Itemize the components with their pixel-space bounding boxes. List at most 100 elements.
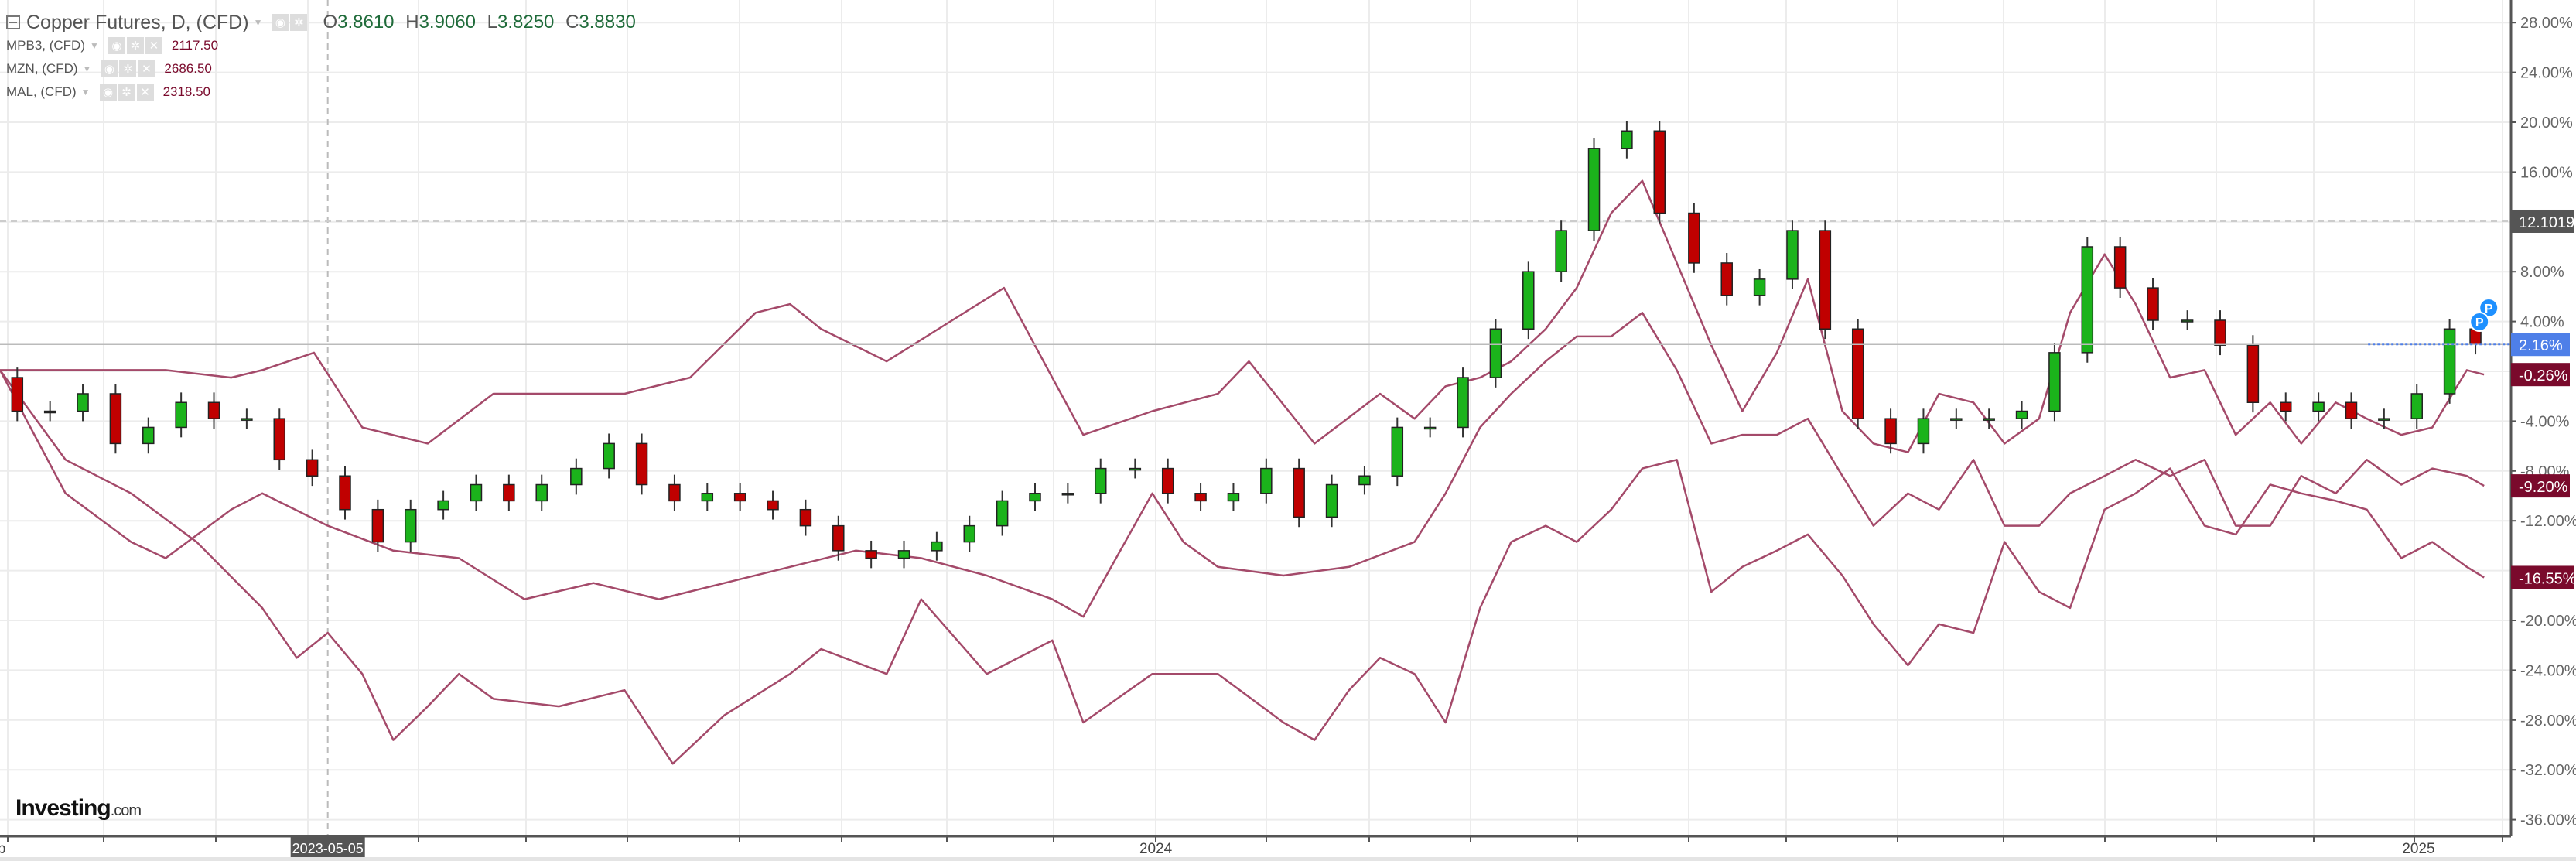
candle-body [1653, 130, 1666, 214]
candle-body [1161, 467, 1174, 494]
candle-body [1423, 426, 1437, 430]
candle-body [1489, 328, 1502, 378]
copper-candles [11, 121, 2482, 569]
close-value: 3.8830 [579, 12, 636, 32]
event-marker-label: P [2485, 302, 2493, 316]
overlay-value: 2117.50 [171, 38, 219, 53]
last-value-mzn-label: -16.55% [2519, 570, 2576, 587]
candle-body [2214, 319, 2226, 346]
candle-body [799, 508, 812, 527]
x-tick-label: 2025 [2402, 841, 2434, 857]
candle-body [1688, 212, 1700, 264]
candle-body [503, 483, 515, 502]
candle-body [668, 483, 681, 502]
candle-body [1061, 493, 1074, 496]
close-icon[interactable]: ✕ [138, 60, 155, 77]
candle-body [2181, 319, 2194, 323]
candle-body [1358, 475, 1371, 486]
chevron-down-icon[interactable]: ▼ [253, 17, 263, 28]
visibility-icon[interactable]: ◉ [101, 60, 118, 77]
candle-body [2147, 287, 2159, 321]
y-tick-label: -12.00% [2520, 513, 2576, 530]
candle-body [1029, 493, 1041, 502]
logo-text: Investing [15, 795, 111, 821]
gear-icon[interactable]: ✲ [290, 14, 308, 31]
candle-body [2345, 401, 2358, 419]
candle-body [1983, 418, 1995, 421]
candle-body [701, 493, 714, 502]
legend-main-row: Copper Futures, D, (CFD) ▼ ◉ ✲ O3.8610 H… [6, 11, 636, 34]
candle-body [931, 541, 943, 552]
x-tick-label: 2024 [1139, 841, 1173, 857]
candle-body [1260, 467, 1273, 494]
visibility-icon[interactable]: ◉ [108, 37, 125, 54]
chevron-down-icon[interactable]: ▼ [80, 87, 91, 97]
chevron-down-icon[interactable]: ▼ [90, 40, 99, 51]
event-marker-label: P [2475, 316, 2484, 330]
y-tick-label: -32.00% [2520, 762, 2576, 779]
gear-icon[interactable]: ✲ [126, 37, 144, 54]
candle-body [1587, 148, 1601, 231]
overlay-name[interactable]: MZN, (CFD) [6, 61, 78, 76]
last-value-copper-futures-label: 2.16% [2519, 337, 2563, 354]
candle-body [832, 524, 845, 552]
candle-body [1522, 271, 1535, 330]
crosshair-x-label: 2023-05-05 [292, 841, 364, 856]
candle-body [2378, 418, 2390, 421]
candle-body [142, 426, 155, 445]
candle-body [1094, 467, 1107, 494]
legend-main-name[interactable]: Copper Futures, D, (CFD) [26, 11, 249, 33]
candle-body [109, 393, 122, 445]
visibility-icon[interactable]: ◉ [99, 84, 117, 101]
candle-body [897, 550, 910, 559]
collapse-icon[interactable] [6, 15, 20, 29]
x-tick-label: Feb [0, 841, 5, 857]
last-value-copper-futures-badge [2511, 333, 2570, 357]
candle-body [339, 475, 351, 511]
high-label: H [405, 12, 419, 32]
overlay-name[interactable]: MPB3, (CFD) [6, 38, 85, 53]
candle-body [2081, 246, 2094, 354]
gear-icon[interactable]: ✲ [119, 60, 137, 77]
candle-body [963, 524, 976, 543]
candle-body [570, 467, 583, 486]
candle-body [2048, 352, 2061, 412]
candle-body [603, 442, 615, 470]
ohlc-values: O3.8610 H3.9060 L3.8250 C3.8830 [316, 12, 635, 33]
candle-body [207, 401, 220, 419]
candle-body [2312, 401, 2325, 412]
chart-legend: Copper Futures, D, (CFD) ▼ ◉ ✲ O3.8610 H… [6, 11, 636, 104]
y-tick-label: 8.00% [2520, 264, 2564, 281]
close-label: C [565, 12, 579, 32]
y-tick-label: 28.00% [2520, 15, 2573, 32]
candle-body [306, 459, 319, 477]
overlay-name[interactable]: MAL, (CFD) [6, 84, 77, 99]
close-icon[interactable]: ✕ [136, 84, 154, 101]
candle-body [11, 377, 24, 412]
candle-body [1391, 426, 1404, 477]
candle-body [2410, 393, 2423, 419]
investing-logo: Investing.com [15, 795, 142, 822]
candle-body [404, 508, 417, 543]
crosshair-y-badge [2511, 209, 2574, 233]
candle-body [535, 483, 548, 502]
candle-body [996, 500, 1009, 527]
low-value: 3.8250 [497, 12, 555, 32]
chevron-down-icon[interactable]: ▼ [82, 63, 92, 74]
last-value-mal-label: -9.20% [2519, 479, 2568, 496]
event-marker-icon [2479, 298, 2499, 318]
event-marker-icon [2469, 312, 2490, 332]
candle-body [1786, 230, 1799, 280]
gear-icon[interactable]: ✲ [118, 84, 135, 101]
candle-body [733, 493, 746, 502]
y-tick-label: -20.00% [2520, 613, 2576, 630]
logo-suffix: .com [110, 802, 142, 819]
candle-body [1621, 130, 1633, 149]
candle-body [2015, 410, 2028, 419]
close-icon[interactable]: ✕ [145, 37, 162, 54]
visibility-icon[interactable]: ◉ [272, 14, 289, 31]
candle-body [1325, 483, 1338, 518]
candle-body [1129, 467, 1142, 471]
overlay-value: 2686.50 [164, 61, 212, 76]
